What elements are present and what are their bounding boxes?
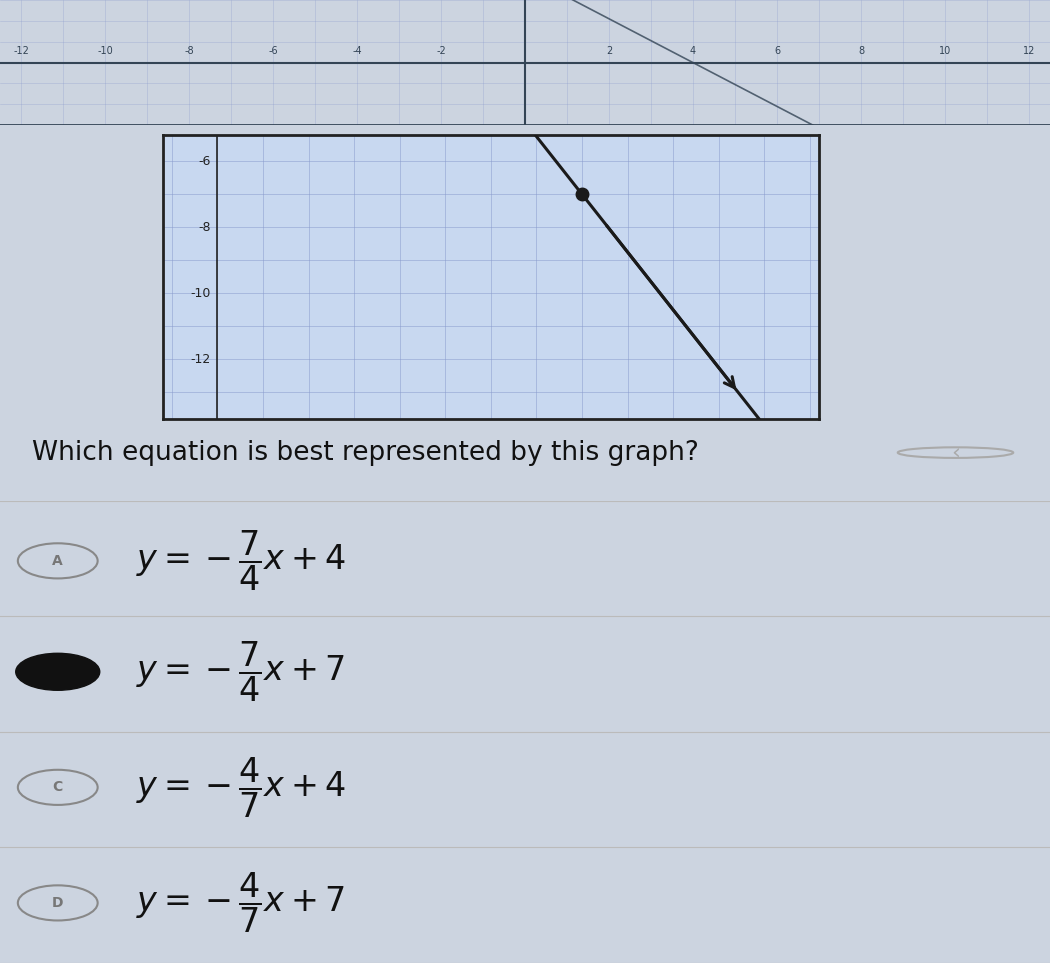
Text: -6: -6 [268, 46, 278, 56]
Text: -8: -8 [184, 46, 194, 56]
Text: D: D [52, 896, 63, 910]
Text: 4: 4 [690, 46, 696, 56]
Text: ‹: ‹ [951, 443, 960, 462]
Text: $y = -\dfrac{4}{7}x + 4$: $y = -\dfrac{4}{7}x + 4$ [136, 755, 346, 820]
Text: Which equation is best represented by this graph?: Which equation is best represented by th… [32, 440, 698, 465]
Text: -10: -10 [97, 46, 113, 56]
Text: 12: 12 [1023, 46, 1035, 56]
Circle shape [16, 653, 100, 690]
Text: C: C [52, 780, 63, 794]
Text: $y = -\dfrac{7}{4}x + 7$: $y = -\dfrac{7}{4}x + 7$ [136, 639, 345, 704]
Text: -12: -12 [13, 46, 29, 56]
Text: $y = -\dfrac{7}{4}x + 4$: $y = -\dfrac{7}{4}x + 4$ [136, 529, 346, 593]
Text: -8: -8 [198, 221, 211, 234]
Text: -2: -2 [436, 46, 446, 56]
Text: -6: -6 [198, 155, 211, 168]
Text: $y = -\dfrac{4}{7}x + 7$: $y = -\dfrac{4}{7}x + 7$ [136, 871, 345, 935]
Text: 10: 10 [939, 46, 951, 56]
Text: 2: 2 [606, 46, 612, 56]
Text: 6: 6 [774, 46, 780, 56]
Text: -12: -12 [190, 353, 211, 366]
Text: A: A [52, 554, 63, 568]
Text: -10: -10 [190, 287, 211, 299]
Text: 8: 8 [858, 46, 864, 56]
Text: -4: -4 [352, 46, 362, 56]
